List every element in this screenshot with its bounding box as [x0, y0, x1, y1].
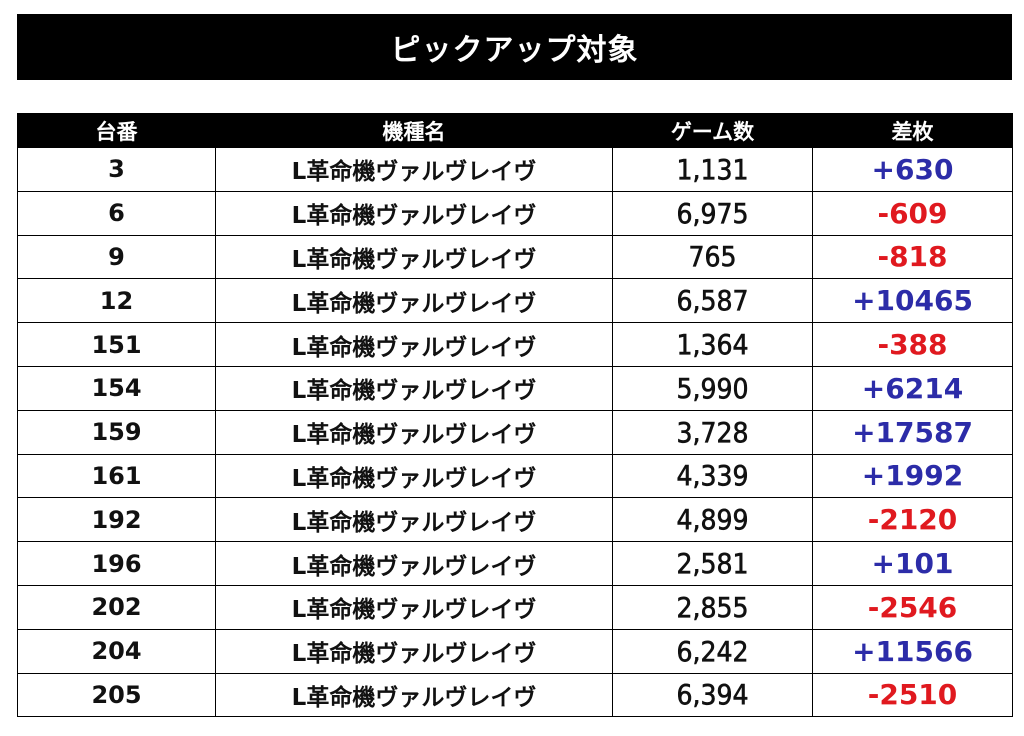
table-body: 3 L革命機ヴァルヴレイヴ 1,131 +630 6 L革命機ヴァルヴレイヴ 6,975 -6…	[17, 147, 1013, 718]
table-row: 6 L革命機ヴァルヴレイヴ 6,975 -609	[17, 190, 1013, 236]
table-row: 151 L革命機ヴァルヴレイヴ 1,364 -388	[17, 322, 1013, 367]
cell-machine-number: 3	[17, 147, 216, 192]
header-machine-number: 台番	[17, 113, 216, 148]
cell-machine-number: 6	[17, 190, 216, 236]
cell-games: 4,339	[612, 453, 813, 499]
table-row: 159 L革命機ヴァルヴレイヴ 3,728 +17587	[17, 409, 1013, 455]
cell-difference: -2120	[812, 497, 1013, 543]
cell-machine-number: 161	[17, 453, 216, 499]
cell-machine-number: 159	[17, 409, 216, 455]
header-difference: 差枚	[812, 113, 1013, 148]
cell-difference: +1992	[812, 453, 1013, 499]
cell-difference: +10465	[812, 278, 1013, 324]
pickup-table: 台番 機種名 ゲーム数 差枚 3 L革命機ヴァルヴレイヴ 1,131 +630 6 L革命…	[17, 113, 1013, 718]
cell-difference: -388	[812, 322, 1013, 367]
cell-games: 765	[612, 234, 813, 280]
cell-games: 6,394	[612, 672, 813, 718]
table-row: 154 L革命機ヴァルヴレイヴ 5,990 +6214	[17, 365, 1013, 411]
cell-difference: -2510	[812, 672, 1013, 718]
cell-difference: -818	[812, 234, 1013, 280]
cell-machine-name: L革命機ヴァルヴレイヴ	[215, 147, 613, 192]
cell-difference: +11566	[812, 628, 1013, 674]
cell-games: 6,587	[612, 278, 813, 324]
cell-machine-name: L革命機ヴァルヴレイヴ	[215, 234, 613, 280]
header-machine-name: 機種名	[215, 113, 613, 148]
header-games: ゲーム数	[612, 113, 813, 148]
cell-machine-name: L革命機ヴァルヴレイヴ	[215, 541, 613, 586]
cell-machine-number: 204	[17, 628, 216, 674]
cell-machine-name: L革命機ヴァルヴレイヴ	[215, 497, 613, 543]
table-row: 204 L革命機ヴァルヴレイヴ 6,242 +11566	[17, 628, 1013, 674]
table-row: 202 L革命機ヴァルヴレイヴ 2,855 -2546	[17, 584, 1013, 630]
table-header-row: 台番 機種名 ゲーム数 差枚	[17, 113, 1013, 148]
cell-machine-number: 9	[17, 234, 216, 280]
cell-difference: +6214	[812, 365, 1013, 411]
cell-games: 4,899	[612, 497, 813, 543]
cell-machine-name: L革命機ヴァルヴレイヴ	[215, 322, 613, 367]
cell-machine-number: 192	[17, 497, 216, 543]
cell-machine-name: L革命機ヴァルヴレイヴ	[215, 628, 613, 674]
table-row: 205 L革命機ヴァルヴレイヴ 6,394 -2510	[17, 672, 1013, 718]
table-row: 12 L革命機ヴァルヴレイヴ 6,587 +10465	[17, 278, 1013, 324]
table-row: 9 L革命機ヴァルヴレイヴ 765 -818	[17, 234, 1013, 280]
cell-machine-number: 12	[17, 278, 216, 324]
cell-machine-name: L革命機ヴァルヴレイヴ	[215, 365, 613, 411]
cell-machine-name: L革命機ヴァルヴレイヴ	[215, 584, 613, 630]
cell-games: 3,728	[612, 409, 813, 455]
cell-difference: +17587	[812, 409, 1013, 455]
cell-games: 6,242	[612, 628, 813, 674]
cell-games: 2,581	[612, 541, 813, 586]
table-row: 161 L革命機ヴァルヴレイヴ 4,339 +1992	[17, 453, 1013, 499]
cell-machine-name: L革命機ヴァルヴレイヴ	[215, 453, 613, 499]
cell-machine-name: L革命機ヴァルヴレイヴ	[215, 278, 613, 324]
cell-machine-number: 205	[17, 672, 216, 718]
cell-games: 1,131	[612, 147, 813, 192]
table-row: 3 L革命機ヴァルヴレイヴ 1,131 +630	[17, 147, 1013, 192]
cell-difference: +101	[812, 541, 1013, 586]
cell-games: 2,855	[612, 584, 813, 630]
cell-difference: -2546	[812, 584, 1013, 630]
cell-machine-number: 196	[17, 541, 216, 586]
table-row: 196 L革命機ヴァルヴレイヴ 2,581 +101	[17, 541, 1013, 586]
cell-difference: +630	[812, 147, 1013, 192]
cell-machine-name: L革命機ヴァルヴレイヴ	[215, 672, 613, 718]
cell-games: 6,975	[612, 190, 813, 236]
cell-difference: -609	[812, 190, 1013, 236]
cell-machine-name: L革命機ヴァルヴレイヴ	[215, 409, 613, 455]
cell-machine-number: 154	[17, 365, 216, 411]
cell-machine-name: L革命機ヴァルヴレイヴ	[215, 190, 613, 236]
cell-machine-number: 202	[17, 584, 216, 630]
cell-machine-number: 151	[17, 322, 216, 367]
cell-games: 1,364	[612, 322, 813, 367]
title-bar: ピックアップ対象	[17, 14, 1012, 80]
table-row: 192 L革命機ヴァルヴレイヴ 4,899 -2120	[17, 497, 1013, 543]
page-title: ピックアップ対象	[390, 33, 639, 68]
cell-games: 5,990	[612, 365, 813, 411]
